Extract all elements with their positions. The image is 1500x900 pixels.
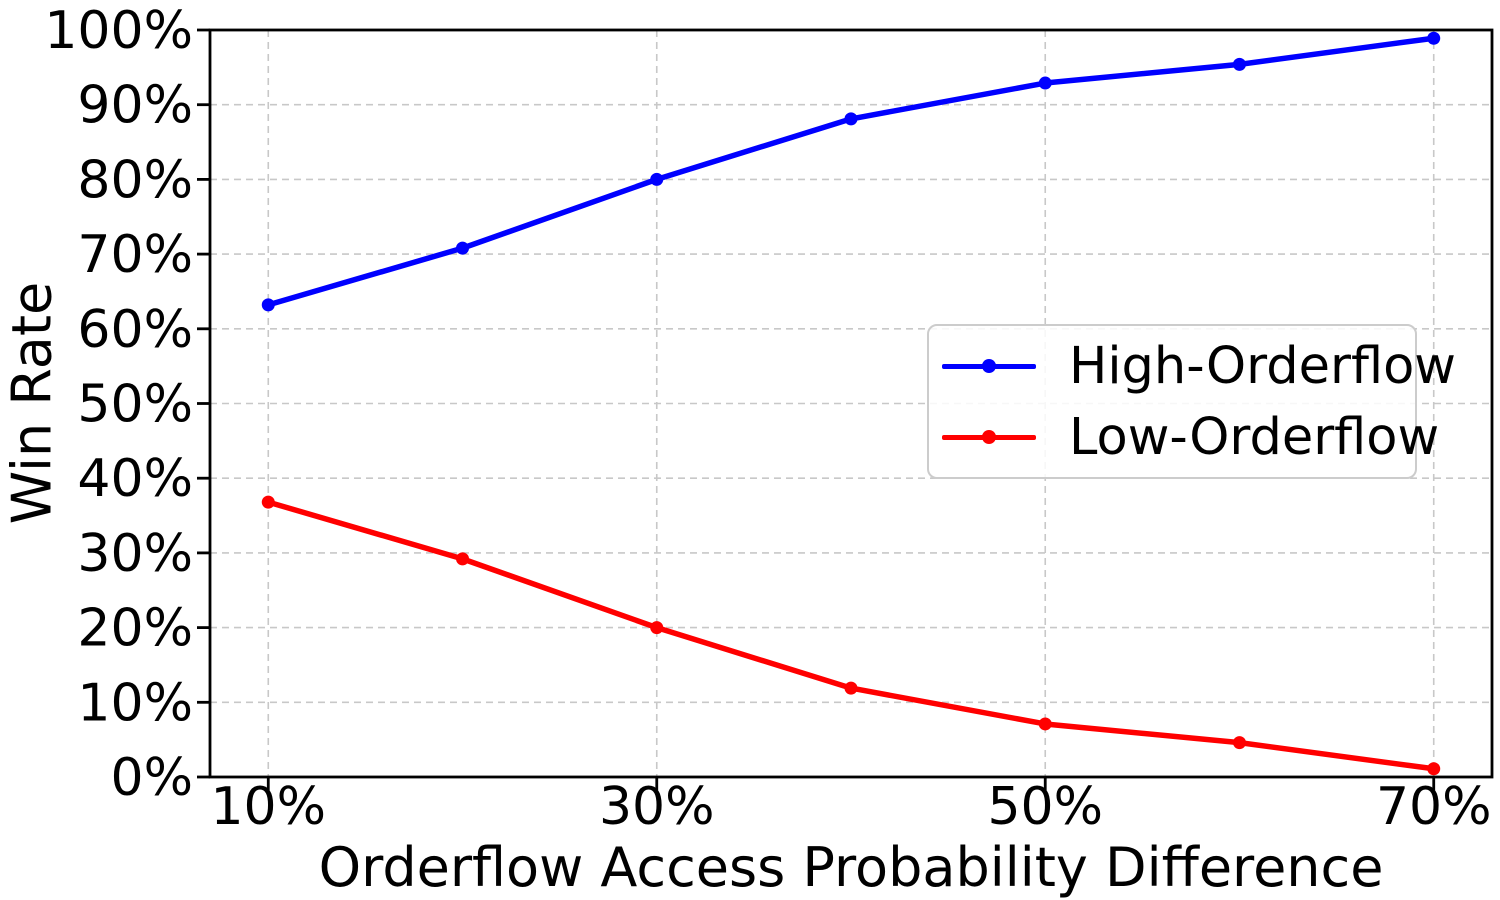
legend-item-low-orderflow: Low-Orderflow (929, 402, 1439, 473)
y-tick-label: 100% (44, 1, 193, 61)
data-point-low-orderflow (456, 552, 470, 566)
y-tick-label: 90% (77, 76, 193, 136)
y-tick-label: 20% (77, 599, 193, 659)
y-tick-label: 40% (77, 449, 193, 509)
y-tick-label: 80% (77, 150, 193, 210)
x-axis-title: Orderflow Access Probability Difference (318, 836, 1384, 899)
y-tick-label: 0% (111, 748, 194, 808)
legend-label-low: Low-Orderflow (1069, 407, 1440, 467)
data-point-low-orderflow (1232, 736, 1246, 750)
data-point-high-orderflow (844, 112, 858, 126)
y-tick-label: 10% (77, 673, 193, 733)
series-line-low-orderflow (265, 499, 1437, 772)
data-point-high-orderflow (456, 241, 470, 255)
x-tick-label: 50% (987, 777, 1103, 837)
data-point-high-orderflow (261, 298, 275, 312)
data-point-low-orderflow (844, 681, 858, 695)
y-tick-label: 50% (77, 375, 193, 435)
data-point-high-orderflow (1427, 31, 1441, 45)
y-tick-label: 70% (77, 225, 193, 285)
data-point-low-orderflow (650, 621, 664, 635)
data-point-low-orderflow (261, 495, 275, 509)
y-tick-label: 30% (77, 524, 193, 584)
data-point-high-orderflow (1038, 76, 1052, 90)
legend-marker-dot-high (982, 359, 996, 373)
y-axis-title: Win Rate (0, 281, 64, 525)
legend-label-high: High-Orderflow (1069, 336, 1457, 396)
x-tick-label: 70% (1376, 777, 1492, 837)
legend-line-sample-low (942, 430, 1036, 444)
series-line-high-orderflow (265, 35, 1437, 308)
data-point-low-orderflow (1427, 762, 1441, 776)
x-tick-label: 30% (599, 777, 715, 837)
legend-item-high-orderflow: High-Orderflow (929, 331, 1456, 402)
legend-line-sample-high (942, 359, 1036, 373)
legend-marker-dot-low (982, 430, 996, 444)
data-point-high-orderflow (650, 172, 664, 186)
legend: High-Orderflow Low-Orderflow (927, 324, 1456, 479)
y-tick-label: 60% (77, 300, 193, 360)
data-point-high-orderflow (1232, 57, 1246, 71)
x-tick-label: 10% (210, 777, 326, 837)
data-point-low-orderflow (1038, 717, 1052, 731)
